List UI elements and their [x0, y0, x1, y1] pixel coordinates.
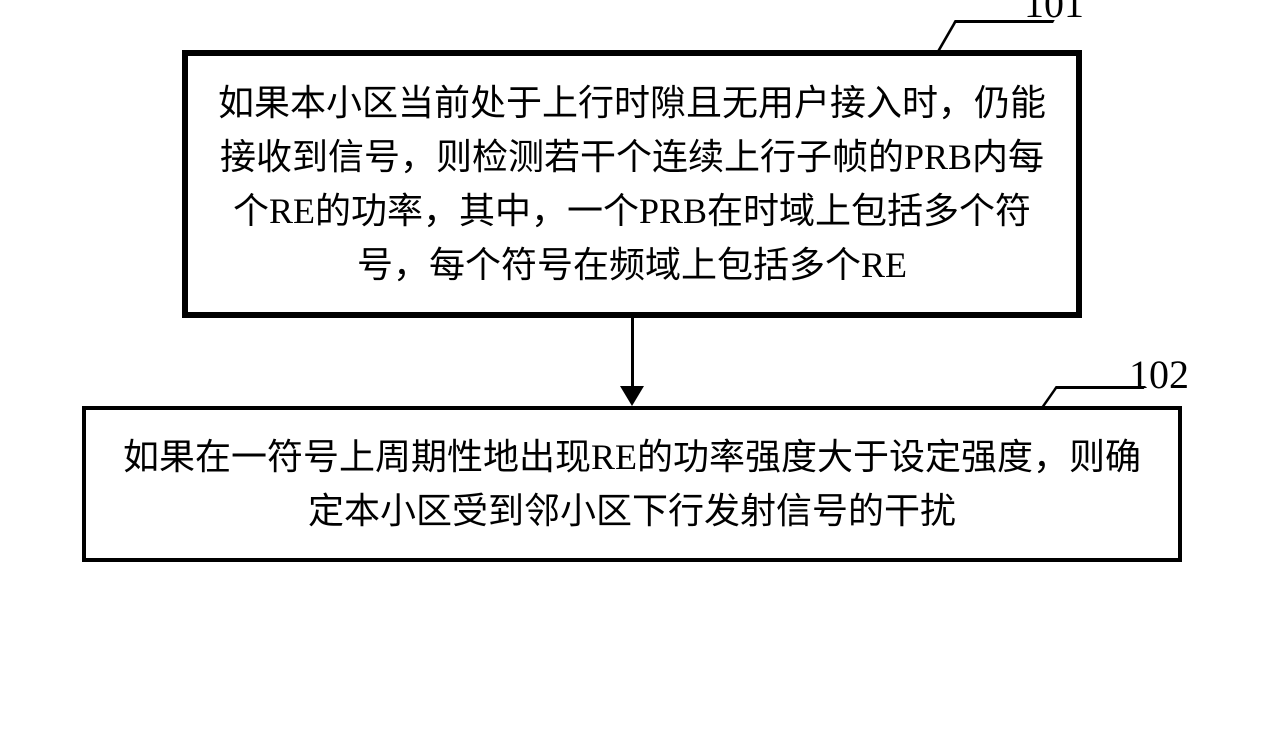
arrow-head-icon [620, 386, 644, 406]
node-101-text: 如果本小区当前处于上行时隙且无用户接入时，仍能接收到信号，则检测若干个连续上行子… [218, 76, 1046, 292]
arrow-line [631, 318, 634, 388]
node-101-label: 101 [1024, 0, 1084, 27]
node-102-text: 如果在一符号上周期性地出现RE的功率强度大于设定强度，则确定本小区受到邻小区下行… [116, 430, 1148, 538]
flowchart-container: 101 如果本小区当前处于上行时隙且无用户接入时，仍能接收到信号，则检测若干个连… [40, 50, 1224, 562]
edge-101-102 [620, 318, 644, 406]
node-102-wrapper: 102 如果在一符号上周期性地出现RE的功率强度大于设定强度，则确定本小区受到邻… [40, 406, 1224, 562]
node-101-wrapper: 101 如果本小区当前处于上行时隙且无用户接入时，仍能接收到信号，则检测若干个连… [40, 50, 1224, 318]
node-102-box: 如果在一符号上周期性地出现RE的功率强度大于设定强度，则确定本小区受到邻小区下行… [82, 406, 1182, 562]
node-101-box: 如果本小区当前处于上行时隙且无用户接入时，仍能接收到信号，则检测若干个连续上行子… [182, 50, 1082, 318]
node-102-label: 102 [1129, 351, 1189, 398]
